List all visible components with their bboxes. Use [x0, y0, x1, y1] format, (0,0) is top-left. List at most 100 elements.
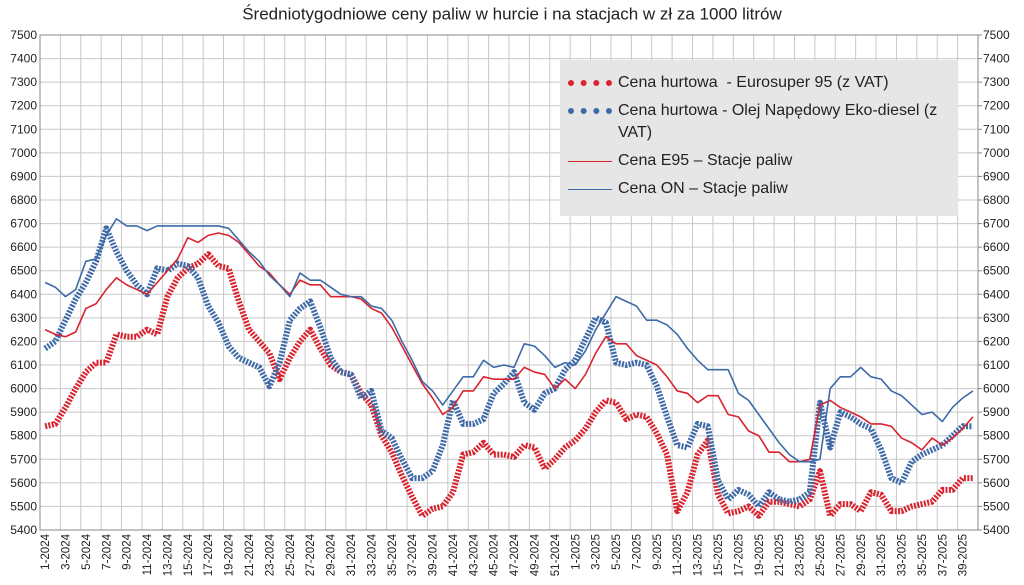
- y-tick-label: 5400: [10, 523, 37, 537]
- x-tick-label: 27-2024: [305, 533, 317, 576]
- x-tick-label: 25-2024: [285, 533, 297, 576]
- legend-item: Cena hurtowa - Eurosuper 95 (z VAT): [568, 72, 950, 94]
- y-tick-label: 7000: [10, 146, 37, 160]
- y2-tick-label: 6900: [983, 169, 1010, 183]
- y2-tick-label: 6800: [983, 193, 1010, 207]
- y2-tick-label: 7500: [983, 28, 1010, 42]
- y2-tick-label: 7100: [983, 122, 1010, 136]
- y-tick-label: 6700: [10, 217, 37, 231]
- y2-tick-label: 6200: [983, 334, 1010, 348]
- legend-label: Cena hurtowa - Eurosuper 95 (z VAT): [618, 74, 889, 91]
- y2-tick-label: 7200: [983, 99, 1010, 113]
- x-tick-label: 7-2025: [631, 534, 643, 570]
- y-tick-label: 7100: [10, 122, 37, 136]
- x-tick-label: 3-2025: [591, 534, 603, 570]
- series-line: [43, 225, 973, 510]
- y2-tick-label: 5700: [983, 452, 1010, 466]
- x-tick-label: 29-2025: [856, 534, 868, 576]
- x-tick-label: 35-2024: [387, 533, 399, 576]
- y2-tick-label: 5600: [983, 476, 1010, 490]
- y-tick-label: 5900: [10, 405, 37, 419]
- x-tick-label: 33-2024: [366, 533, 378, 576]
- y-tick-label: 6200: [10, 334, 37, 348]
- x-tick-label: 27-2025: [835, 534, 847, 576]
- x-tick-label: 43-2024: [468, 533, 480, 576]
- y-tick-label: 7300: [10, 75, 37, 89]
- series-line: [44, 232, 974, 463]
- y-tick-label: 7500: [10, 28, 37, 42]
- x-tick-label: 9-2024: [122, 533, 134, 569]
- y-tick-label: 6000: [10, 382, 37, 396]
- x-tick-label: 21-2025: [774, 534, 786, 576]
- x-tick-label: 19-2025: [754, 534, 766, 576]
- y-tick-label: 6800: [10, 193, 37, 207]
- x-tick-label: 41-2024: [448, 533, 460, 576]
- x-tick-label: 29-2024: [326, 533, 338, 576]
- y-tick-label: 5800: [10, 429, 37, 443]
- x-tick-label: 5-2025: [611, 534, 623, 570]
- x-tick-label: 37-2024: [407, 533, 419, 576]
- y2-tick-label: 7300: [983, 75, 1010, 89]
- y2-tick-label: 6500: [983, 264, 1010, 278]
- x-tick-label: 19-2024: [224, 533, 236, 576]
- y2-tick-label: 6300: [983, 311, 1010, 325]
- y2-tick-label: 6700: [983, 217, 1010, 231]
- y-tick-label: 6500: [10, 264, 37, 278]
- x-tick-label: 15-2025: [713, 534, 725, 576]
- y2-tick-label: 6600: [983, 240, 1010, 254]
- legend-item: Cena hurtowa - Olej Napędowy Eko-diesel …: [568, 100, 950, 144]
- x-tick-label: 13-2025: [693, 534, 705, 576]
- y2-tick-label: 7000: [983, 146, 1010, 160]
- y-tick-label: 6100: [10, 358, 37, 372]
- chart-title: Średniotygodniowe ceny paliw w hurcie i …: [242, 4, 782, 23]
- x-tick-label: 17-2024: [203, 533, 215, 576]
- x-tick-label: 1-2024: [40, 533, 52, 569]
- y2-tick-label: 5500: [983, 499, 1010, 513]
- x-tick-label: 11-2025: [672, 534, 684, 575]
- legend-item: Cena ON – Stacje paliw: [568, 178, 950, 200]
- plot-frame: [39, 34, 979, 531]
- y2-tick-label: 6400: [983, 287, 1010, 301]
- x-tick-label: 23-2024: [264, 533, 276, 576]
- x-tick-label: 37-2025: [937, 534, 949, 576]
- y-tick-label: 6600: [10, 240, 37, 254]
- y2-tick-label: 6100: [983, 358, 1010, 372]
- legend: Cena hurtowa - Eurosuper 95 (z VAT) Cena …: [560, 60, 958, 216]
- x-tick-label: 17-2025: [733, 534, 745, 576]
- legend-swatch: [568, 108, 612, 114]
- x-tick-label: 23-2025: [795, 534, 807, 576]
- y2-tick-label: 7400: [983, 52, 1010, 66]
- y-tick-label: 5700: [10, 452, 37, 466]
- y-tick-label: 7400: [10, 52, 37, 66]
- x-tick-label: 13-2024: [162, 533, 174, 576]
- legend-item: Cena E95 – Stacje paliw: [568, 150, 950, 172]
- x-tick-label: 11-2024: [142, 533, 154, 575]
- x-tick-label: 39-2025: [958, 534, 970, 576]
- legend-label: Cena E95 – Stacje paliw: [618, 152, 793, 169]
- legend-label: Cena ON – Stacje paliw: [618, 180, 788, 197]
- y-tick-label: 7200: [10, 99, 37, 113]
- x-tick-label: 9-2025: [652, 534, 664, 570]
- x-tick-label: 31-2025: [876, 534, 888, 576]
- y2-tick-label: 6000: [983, 382, 1010, 396]
- x-tick-label: 49-2024: [529, 533, 541, 576]
- y-tick-label: 5500: [10, 499, 37, 513]
- x-tick-label: 7-2024: [101, 533, 113, 569]
- legend-label: Cena hurtowa - Olej Napędowy Eko-diesel …: [618, 102, 942, 141]
- y2-tick-label: 5800: [983, 429, 1010, 443]
- x-tick-label: 51-2024: [550, 533, 562, 576]
- y-tick-label: 6400: [10, 287, 37, 301]
- y-tick-label: 6300: [10, 311, 37, 325]
- x-tick-label: 3-2024: [60, 533, 72, 569]
- x-tick-label: 47-2024: [509, 533, 521, 576]
- x-tick-label: 31-2024: [346, 533, 358, 576]
- legend-swatch: [568, 189, 612, 190]
- y2-tick-label: 5900: [983, 405, 1010, 419]
- y-tick-label: 5600: [10, 476, 37, 490]
- y-tick-label: 6900: [10, 169, 37, 183]
- x-tick-label: 5-2024: [81, 533, 93, 569]
- x-tick-label: 25-2025: [815, 534, 827, 576]
- x-tick-label: 21-2024: [244, 533, 256, 576]
- x-tick-label: 15-2024: [183, 533, 195, 576]
